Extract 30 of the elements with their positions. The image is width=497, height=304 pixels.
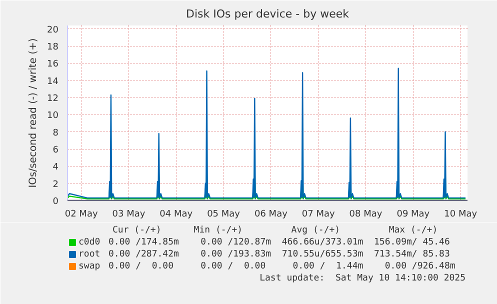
y-tick-label: 8 [52,128,59,138]
y-axis-title: IOs/second read (-) / write (+) [28,38,40,188]
y-tick-label: 18 [47,42,59,53]
y-tick-label: 20 [47,25,59,36]
y-tick-label: 2 [52,180,59,190]
y-tick-label: 12 [47,94,58,104]
x-tick-label: 10 May [444,210,478,220]
y-tick-label: 4 [52,162,59,173]
x-tick-label: 03 May [112,210,146,220]
legend-label: root [78,250,100,260]
text: Cur (-/+) Min (-/+) Avg (-/+) Max (-/+) [112,226,438,236]
text: Last update: Sat May 10 14:10:00 2025 [260,274,466,284]
y-tick-label: 10 [47,111,59,122]
x-tick-label: 08 May [349,210,383,220]
x-tick-label: 02 May [64,210,98,220]
x-tick-label: 04 May [160,210,194,220]
chart-title: Disk IOs per device - by week [186,8,350,20]
y-tick-label: 14 [47,76,59,87]
text: 0.00 /287.42m 0.00 /193.83m 710.55u/655.53m 713.54m/ 85.83 [108,250,450,260]
legend-label: swap [78,262,100,272]
x-tick-label: 05 May [207,210,241,220]
text: 0.00 / 0.00 0.00 / 0.00 0.00 / 1.44m 0.00 /926.48m [108,262,456,272]
y-tick-label: 6 [52,146,59,156]
y-tick-label: 0 [52,197,59,207]
y-tick-label: 16 [47,60,59,70]
x-tick-label: 09 May [396,210,430,220]
x-tick-label: 07 May [302,210,336,220]
x-tick-label: 06 May [254,210,288,220]
legend-label: c0d0 [78,238,100,248]
text: 0.00 /174.85m 0.00 /120.87m 466.66u/373.01m 156.09m/ 45.46 [108,238,450,248]
